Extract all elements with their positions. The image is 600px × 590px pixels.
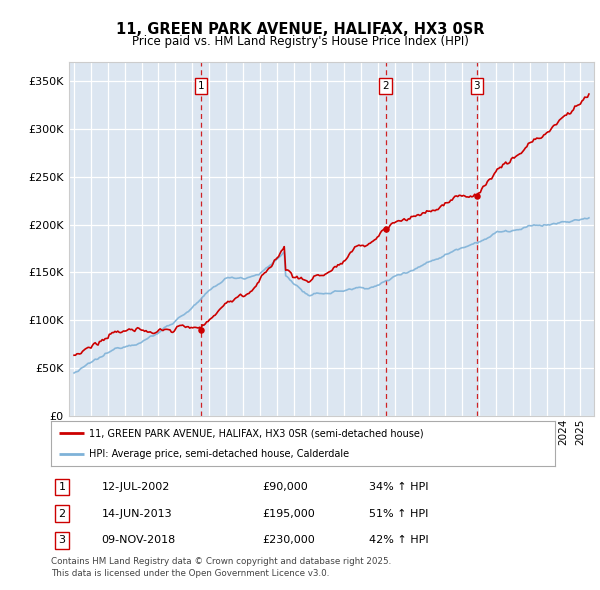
Text: 11, GREEN PARK AVENUE, HALIFAX, HX3 0SR: 11, GREEN PARK AVENUE, HALIFAX, HX3 0SR: [116, 22, 484, 37]
Text: 09-NOV-2018: 09-NOV-2018: [101, 535, 176, 545]
Text: Contains HM Land Registry data © Crown copyright and database right 2025.
This d: Contains HM Land Registry data © Crown c…: [51, 557, 391, 578]
Text: Price paid vs. HM Land Registry's House Price Index (HPI): Price paid vs. HM Land Registry's House …: [131, 35, 469, 48]
Text: £195,000: £195,000: [263, 509, 316, 519]
Text: 51% ↑ HPI: 51% ↑ HPI: [368, 509, 428, 519]
Point: [196, 325, 206, 335]
Text: 1: 1: [59, 481, 65, 491]
Text: 3: 3: [473, 81, 480, 91]
Text: 34% ↑ HPI: 34% ↑ HPI: [368, 481, 428, 491]
Text: £230,000: £230,000: [263, 535, 316, 545]
Point: [472, 191, 482, 201]
Text: 11, GREEN PARK AVENUE, HALIFAX, HX3 0SR (semi-detached house): 11, GREEN PARK AVENUE, HALIFAX, HX3 0SR …: [89, 428, 424, 438]
Text: £90,000: £90,000: [263, 481, 308, 491]
Text: 42% ↑ HPI: 42% ↑ HPI: [368, 535, 428, 545]
Text: HPI: Average price, semi-detached house, Calderdale: HPI: Average price, semi-detached house,…: [89, 449, 349, 459]
Text: 2: 2: [59, 509, 65, 519]
Text: 1: 1: [198, 81, 205, 91]
Text: 14-JUN-2013: 14-JUN-2013: [101, 509, 172, 519]
Point: [381, 225, 391, 234]
Text: 2: 2: [382, 81, 389, 91]
Text: 12-JUL-2002: 12-JUL-2002: [101, 481, 170, 491]
Text: 3: 3: [59, 535, 65, 545]
